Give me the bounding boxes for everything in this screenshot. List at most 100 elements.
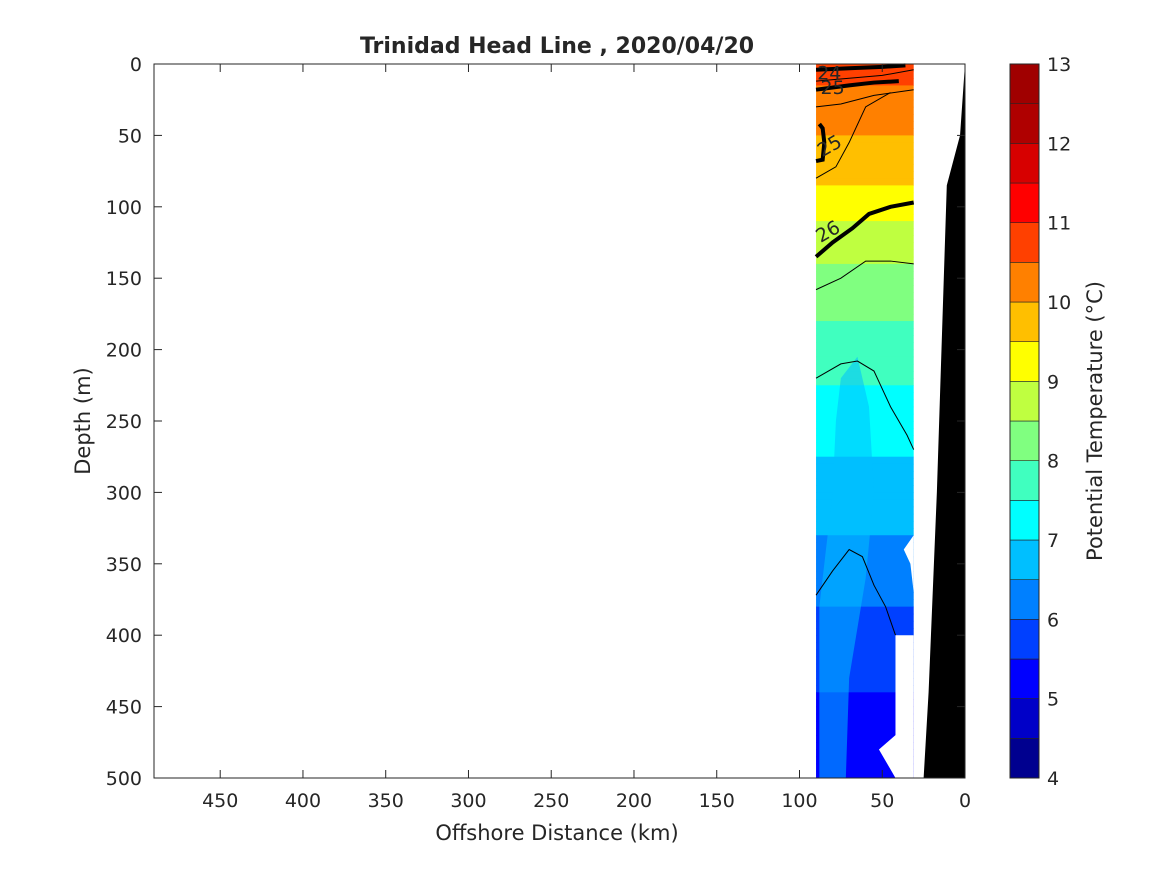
temperature-band — [816, 292, 914, 301]
temperature-band — [816, 285, 914, 293]
temperature-band — [816, 178, 914, 186]
x-tick-label: 100 — [781, 790, 817, 812]
temperature-band — [816, 335, 914, 343]
density-contour-label: 25 — [820, 77, 844, 99]
temperature-band — [816, 92, 914, 101]
cold-core-region — [819, 356, 874, 778]
temperature-band — [816, 656, 914, 665]
colorbar-swatch — [1009, 182, 1040, 223]
temperature-band — [816, 128, 914, 136]
temperature-band — [816, 135, 914, 144]
density-contour-label: 24 — [817, 63, 841, 85]
colorbar-tick-label: 4 — [1047, 768, 1059, 790]
temperature-band — [816, 378, 914, 386]
temperature-band — [816, 713, 914, 722]
temperature-band — [816, 278, 914, 286]
density-contour-line — [815, 89, 914, 108]
temperature-band — [816, 113, 914, 122]
colorbar-swatch — [1009, 460, 1040, 501]
temperature-band — [816, 249, 914, 258]
temperature-band — [816, 699, 914, 708]
temperature-band — [816, 349, 914, 358]
colorbar-swatch — [1009, 738, 1040, 779]
x-tick-label: 0 — [959, 790, 971, 812]
x-tick-label: 300 — [450, 790, 486, 812]
temperature-band — [816, 706, 914, 715]
temperature-band — [816, 149, 914, 158]
temperature-band — [816, 585, 914, 593]
temperature-band — [816, 620, 914, 629]
colorbar-swatch — [1009, 301, 1040, 342]
temperature-band — [816, 192, 914, 201]
x-axis-label: Offshore Distance (km) — [435, 821, 678, 845]
temperature-band — [816, 206, 914, 215]
temperature-band — [816, 121, 914, 129]
colorbar-swatch — [1009, 143, 1040, 184]
temperature-band — [816, 685, 914, 693]
x-tick-label: 200 — [616, 790, 652, 812]
density-contour-line — [815, 360, 915, 450]
density-contour-line — [815, 69, 914, 82]
density-contour-line-bold — [815, 63, 906, 72]
temperature-band — [816, 749, 914, 758]
y-axis-label: Depth (m) — [71, 367, 95, 474]
temperature-band — [816, 328, 914, 336]
data-gap — [903, 535, 914, 593]
temperature-band — [816, 613, 914, 622]
colorbar-swatch — [1009, 222, 1040, 263]
colorbar-swatch — [1009, 420, 1040, 461]
x-tick-label: 150 — [699, 790, 735, 812]
temperature-section — [816, 64, 914, 779]
colorbar-swatch — [1009, 262, 1040, 303]
y-tick-label: 200 — [106, 340, 142, 362]
colorbar-tick-label: 10 — [1047, 292, 1071, 314]
temperature-band — [816, 742, 914, 750]
temperature-band — [816, 599, 914, 608]
temperature-band — [816, 99, 914, 108]
colorbar-swatch — [1009, 579, 1040, 620]
data-gap — [878, 64, 914, 778]
x-tick-label: 450 — [202, 790, 238, 812]
colorbar-tick-label: 8 — [1047, 451, 1059, 473]
density-contour-line-bold — [814, 200, 915, 259]
x-tick-label: 50 — [870, 790, 894, 812]
colorbar-tick-label: 7 — [1047, 530, 1059, 552]
temperature-band — [816, 628, 914, 636]
temperature-band — [816, 363, 914, 372]
x-tick-label: 350 — [368, 790, 404, 812]
temperature-band — [816, 263, 914, 272]
chart-title: Trinidad Head Line , 2020/04/20 — [360, 34, 754, 59]
y-axis-ticks: 0 50 100 150 200 250 300 350 400 450 500 — [106, 54, 965, 790]
temperature-band — [816, 321, 914, 329]
y-tick-label: 0 — [130, 54, 142, 76]
colorbar-swatch — [1009, 381, 1040, 422]
density-contour-line — [815, 92, 891, 179]
temperature-band — [816, 670, 914, 679]
y-tick-label: 350 — [106, 554, 142, 576]
colorbar-tick-label: 6 — [1047, 609, 1059, 631]
colorbar-swatch — [1009, 341, 1040, 382]
y-tick-label: 100 — [106, 197, 142, 219]
temperature-band — [816, 228, 914, 236]
temperature-band — [816, 106, 914, 115]
colorbar-tick-label: 13 — [1047, 54, 1071, 76]
temperature-band — [816, 299, 914, 308]
temperature-band — [816, 728, 914, 736]
x-tick-label: 400 — [285, 790, 321, 812]
temperature-band — [816, 85, 914, 94]
density-contour-line — [815, 548, 896, 636]
bathymetry-group — [923, 64, 965, 778]
temperature-band — [816, 756, 914, 765]
colorbar-tick-label: 5 — [1047, 689, 1059, 711]
temperature-band — [816, 256, 914, 265]
y-tick-label: 500 — [106, 768, 142, 790]
density-contour-line-bold — [815, 122, 827, 164]
y-tick-label: 250 — [106, 411, 142, 433]
seafloor — [923, 64, 965, 778]
temperature-band — [816, 142, 914, 151]
temperature-band — [816, 156, 914, 165]
y-tick-label: 50 — [118, 125, 142, 147]
density-contour-line-bold — [815, 79, 899, 92]
